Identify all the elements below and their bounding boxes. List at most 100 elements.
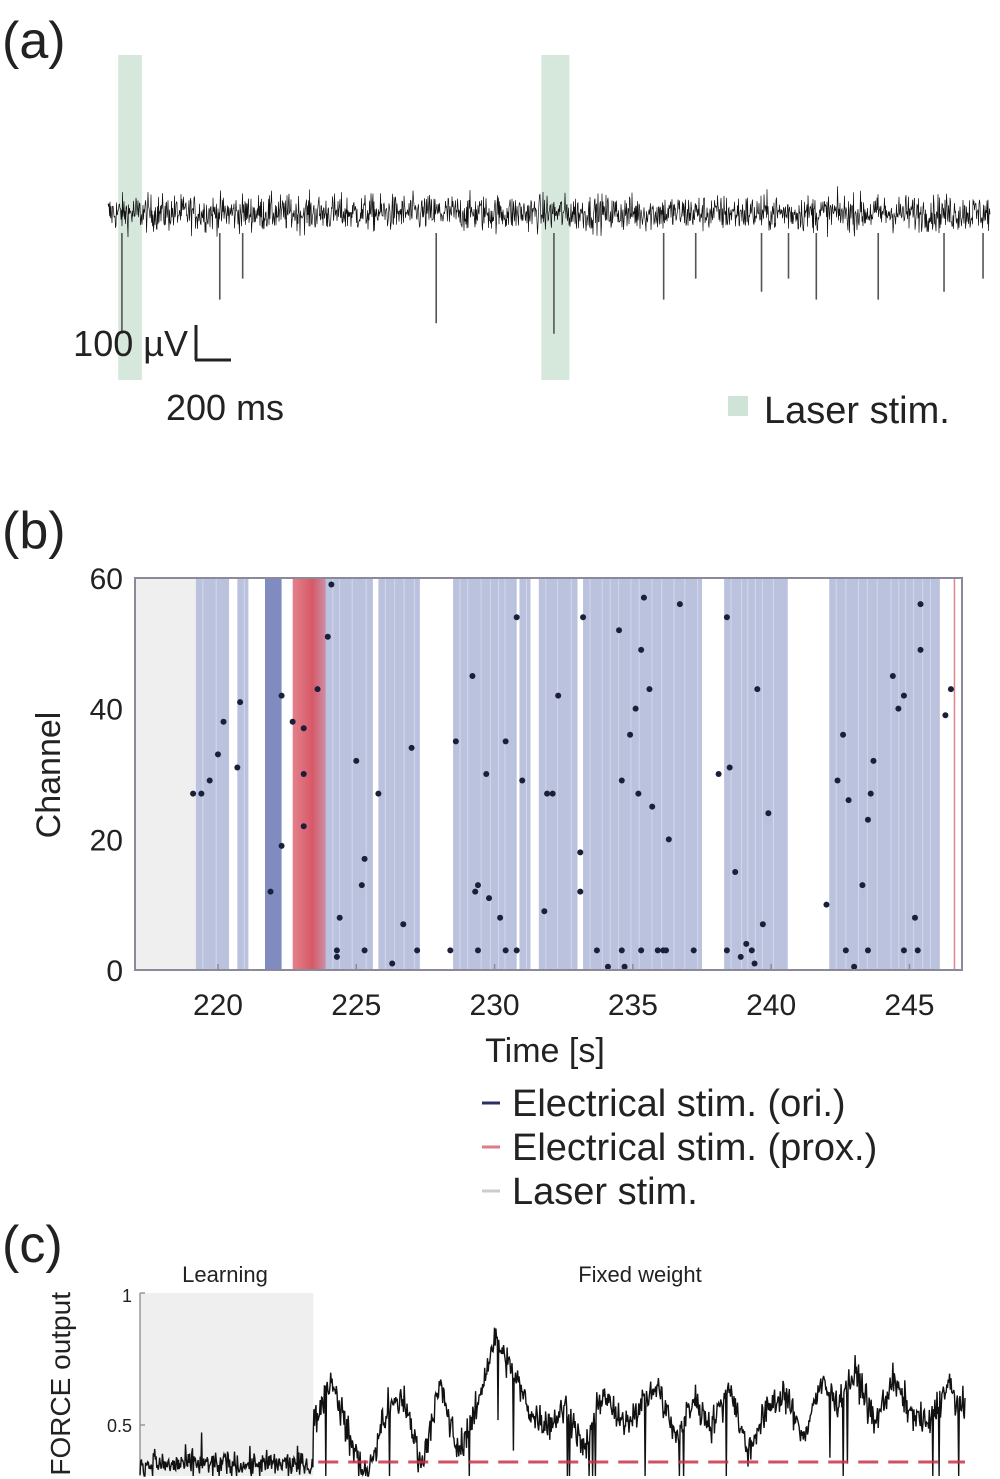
y-axis-label-c: FORCE output [45, 1292, 76, 1476]
spike-dot [632, 705, 639, 712]
spike-dot [278, 842, 285, 849]
spike-dot [502, 947, 509, 954]
panel-label-a: (a) [2, 12, 66, 70]
spike-dot [665, 836, 672, 843]
spike-dot [400, 921, 407, 928]
spike-dot [618, 777, 625, 784]
spike-dot [635, 790, 642, 797]
legend-swatch-laser [728, 396, 748, 416]
stim-band-ori [829, 578, 940, 970]
x-tick-label: 245 [884, 989, 934, 1022]
spike-dot [353, 757, 360, 764]
spike-dot [616, 627, 623, 634]
panel-a-trace [107, 55, 991, 380]
spike-dot [497, 914, 504, 921]
stim-band-ori [724, 578, 788, 970]
plot-frame [134, 577, 963, 971]
spike-dot [663, 947, 670, 954]
stim-band-ori [325, 578, 373, 970]
panel-label-c: (c) [2, 1216, 63, 1274]
spike-dot [447, 947, 454, 954]
spike-dot [864, 947, 871, 954]
spike-dot [300, 823, 307, 830]
spike-dot [206, 777, 213, 784]
x-tick-label: 240 [746, 989, 796, 1022]
scalebar: 100 µV 200 ms [73, 323, 284, 428]
panel-b-raster [135, 578, 956, 970]
spike-dot [640, 594, 647, 601]
spike-dot [715, 771, 722, 777]
spike-dot [900, 692, 907, 699]
spike-dot [414, 947, 421, 954]
spike-dot [917, 601, 924, 608]
spike-dot [646, 686, 653, 693]
y-tick-label: 0 [106, 955, 123, 988]
spike-dot [474, 947, 481, 954]
spike-dot [743, 940, 750, 947]
spike-dot [917, 646, 924, 653]
spike-dot [889, 673, 896, 679]
panel-label-b: (b) [2, 502, 66, 560]
ytick-label-0.5: 0.5 [107, 1416, 132, 1436]
spike-dot [502, 738, 509, 745]
spike-dot [214, 751, 221, 758]
spike-dot [549, 790, 556, 797]
x-tick-label: 235 [608, 989, 658, 1022]
y-tick-label: 40 [90, 694, 123, 727]
stim-line-prox [953, 578, 956, 970]
spike-dot [834, 777, 841, 784]
spike-dot [544, 790, 551, 797]
spike-dot [842, 947, 849, 954]
spike-dot [472, 888, 479, 895]
spike-dot [759, 921, 766, 928]
spike-dot [845, 797, 852, 804]
spike-dot [942, 712, 949, 719]
spike-dot [577, 888, 584, 895]
spike-dot [618, 947, 625, 954]
spike-dot [452, 738, 459, 745]
spike-dot [867, 790, 874, 797]
y-tick-label: 20 [90, 824, 123, 857]
phase-label-learning: Learning [182, 1262, 268, 1287]
y-axis-label: Channel [30, 712, 68, 839]
spike-dot [593, 947, 600, 954]
laser-stim-band [118, 55, 142, 380]
spike-dot [555, 692, 562, 699]
spike-dot [336, 914, 343, 921]
legend-label-elec-ori: Electrical stim. (ori.) [512, 1083, 846, 1125]
spike-dot [751, 960, 758, 967]
spike-dot [723, 614, 730, 621]
scalebar-voltage-label: 100 µV [73, 323, 188, 364]
panel-c-output [139, 1292, 966, 1478]
spike-dot [649, 803, 656, 810]
spike-dot [389, 960, 396, 967]
spike-dot [300, 725, 307, 732]
legend-label-elec-prox: Electrical stim. (prox.) [512, 1127, 877, 1169]
stim-band-ori [195, 578, 230, 970]
spike-dot [333, 947, 340, 954]
spike-dot [198, 790, 205, 797]
spike-dot [604, 963, 611, 970]
scalebar-time-label: 200 ms [166, 387, 284, 428]
spike-dot [361, 947, 368, 954]
legend-b: Electrical stim. (ori.) Electrical stim.… [482, 1083, 877, 1213]
spike-dot [654, 947, 661, 954]
spike-dot [638, 646, 645, 653]
stim-band-ori [538, 578, 578, 970]
spike-dot [895, 705, 902, 712]
stim-band-ori [378, 578, 420, 970]
spike-dot [519, 777, 526, 784]
x-tick-label: 225 [331, 989, 381, 1022]
stim-band-prox [292, 578, 326, 970]
panel-b-axes: 220 225 230 235 240 245 0 20 40 60 [90, 563, 963, 1022]
spike-dot [748, 947, 755, 954]
spike-dot [676, 601, 683, 608]
stim-band-ori [519, 578, 531, 970]
stim-band-ori-dark [264, 578, 282, 970]
spike-dot [947, 686, 954, 693]
spike-dot [483, 771, 490, 777]
spike-dot [267, 888, 274, 895]
y-tick-label: 60 [90, 563, 123, 596]
spike-dot [851, 963, 858, 970]
